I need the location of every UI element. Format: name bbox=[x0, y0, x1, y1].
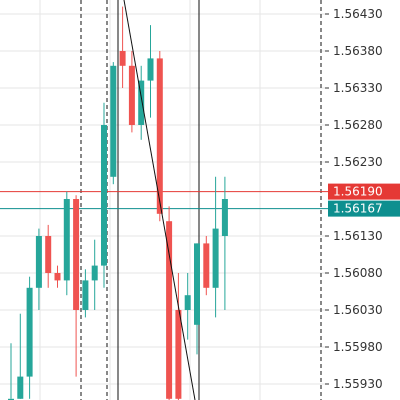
candle[interactable] bbox=[212, 176, 219, 318]
candle[interactable] bbox=[119, 6, 126, 88]
y-tick-label: 1.56280 bbox=[333, 118, 383, 132]
y-tick-label: 1.56030 bbox=[333, 303, 383, 317]
candle-body bbox=[8, 398, 14, 400]
price-badge-bg bbox=[328, 183, 400, 200]
trend-line[interactable] bbox=[123, 0, 196, 400]
price-axis[interactable]: 1.56430 1.56380 1.56330 1.56280 1.56230 1.561… bbox=[325, 0, 400, 400]
y-tick-label: 1.56230 bbox=[333, 155, 383, 169]
candle[interactable] bbox=[156, 51, 163, 222]
candle[interactable] bbox=[17, 313, 24, 399]
candle-body bbox=[175, 310, 182, 399]
y-tick-label: 1.56380 bbox=[333, 44, 383, 58]
candle[interactable] bbox=[54, 265, 61, 288]
candle-body bbox=[73, 199, 80, 310]
y-tick-label: 1.56430 bbox=[333, 7, 383, 21]
candle-body bbox=[184, 295, 191, 310]
candle[interactable] bbox=[82, 269, 89, 318]
candle-body bbox=[156, 58, 163, 214]
candle[interactable] bbox=[45, 224, 52, 288]
candle[interactable] bbox=[184, 273, 191, 340]
candle-body bbox=[54, 273, 61, 281]
candle-body bbox=[119, 51, 126, 66]
candle-body bbox=[166, 221, 173, 399]
candles bbox=[8, 6, 228, 400]
candle-body bbox=[147, 58, 154, 81]
price-badge[interactable]: 1.56190 bbox=[328, 183, 400, 200]
candle-body bbox=[17, 376, 24, 399]
candle[interactable] bbox=[128, 51, 135, 133]
price-badge-label: 1.56167 bbox=[333, 202, 383, 216]
y-tick-label: 1.55980 bbox=[333, 340, 383, 354]
candle[interactable] bbox=[221, 176, 228, 310]
candle[interactable] bbox=[203, 236, 210, 296]
candle-body bbox=[212, 228, 219, 288]
candle-body bbox=[110, 65, 117, 177]
candle[interactable] bbox=[166, 206, 173, 400]
candle[interactable] bbox=[138, 65, 145, 140]
candle-body bbox=[35, 236, 42, 288]
y-tick-label: 1.56080 bbox=[333, 266, 383, 280]
candle[interactable] bbox=[73, 195, 80, 377]
candle[interactable] bbox=[26, 276, 33, 399]
candle-body bbox=[194, 243, 200, 325]
price-badge-label: 1.56190 bbox=[333, 185, 383, 199]
candle-body bbox=[221, 199, 228, 236]
candle-body bbox=[91, 265, 98, 281]
candle-body bbox=[203, 243, 210, 288]
candle-body bbox=[82, 280, 89, 310]
y-tick-label: 1.56330 bbox=[333, 81, 383, 95]
trendline-layer[interactable] bbox=[123, 0, 196, 400]
candle[interactable] bbox=[194, 243, 200, 355]
candle-body bbox=[45, 236, 52, 273]
candle-body bbox=[101, 125, 107, 266]
price-badge[interactable]: 1.56167 bbox=[328, 200, 400, 217]
candle[interactable] bbox=[110, 62, 117, 185]
candle[interactable] bbox=[35, 228, 42, 310]
candle[interactable] bbox=[147, 25, 154, 118]
candle[interactable] bbox=[8, 343, 14, 400]
candle[interactable] bbox=[91, 239, 98, 310]
candle[interactable] bbox=[63, 191, 70, 296]
candle[interactable] bbox=[175, 273, 182, 400]
candle-body bbox=[138, 80, 145, 125]
candle-body bbox=[26, 287, 33, 377]
price-badge-bg bbox=[328, 200, 400, 217]
candle-body bbox=[128, 65, 135, 125]
candle-body bbox=[63, 199, 70, 281]
candle[interactable] bbox=[101, 102, 107, 288]
y-tick-label: 1.56130 bbox=[333, 229, 383, 243]
y-tick-label: 1.55930 bbox=[333, 377, 383, 391]
